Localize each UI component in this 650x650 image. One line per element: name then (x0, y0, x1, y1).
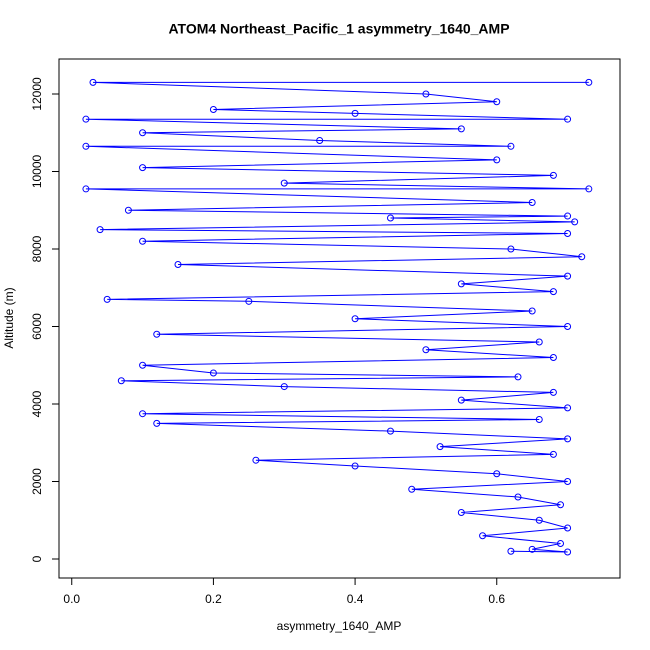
y-tick-label: 0 (30, 555, 44, 562)
data-point (209, 105, 217, 113)
data-point (82, 142, 90, 150)
data-point (117, 377, 125, 385)
data-point (493, 156, 501, 164)
y-tick-label: 8000 (30, 235, 44, 262)
data-point (564, 229, 572, 237)
data-point (89, 78, 97, 86)
data-point (457, 509, 465, 517)
data-point (139, 129, 147, 137)
data-point (351, 109, 359, 117)
data-point (507, 547, 515, 555)
y-tick-label: 12000 (30, 77, 44, 111)
data-point (96, 226, 104, 234)
data-point (493, 98, 501, 106)
data-point (557, 540, 564, 548)
data-point (139, 237, 147, 245)
data-point (578, 253, 586, 261)
data-point (528, 307, 536, 315)
data-point (351, 315, 359, 323)
data-point (535, 338, 543, 346)
y-tick-label: 2000 (30, 468, 44, 495)
data-point (514, 373, 522, 381)
data-point (457, 396, 465, 404)
data-point (408, 485, 416, 493)
data-point (549, 288, 557, 296)
data-point (280, 383, 288, 391)
data-point (103, 295, 111, 303)
data-line (85, 81, 589, 553)
data-point (564, 404, 572, 412)
data-point (585, 185, 593, 193)
data-point (507, 245, 515, 253)
data-point (139, 164, 147, 172)
data-point (549, 450, 557, 458)
chart-title: ATOM4 Northeast_Pacific_1 asymmetry_1640… (168, 21, 509, 37)
data-point (82, 115, 90, 123)
data-point (564, 524, 572, 532)
data-point (457, 280, 465, 288)
data-point (493, 470, 501, 478)
data-point (174, 260, 182, 268)
x-axis-title: asymmetry_1640_AMP (277, 619, 402, 633)
data-point (422, 346, 430, 354)
data-point (124, 206, 132, 214)
data-point (387, 214, 394, 222)
data-point (564, 435, 572, 443)
x-tick-label: 0.2 (205, 592, 222, 606)
data-point (549, 171, 557, 179)
data-point (585, 78, 593, 86)
data-point (209, 369, 217, 377)
data-point (557, 501, 564, 509)
data-point (139, 361, 147, 369)
data-point (549, 388, 557, 396)
data-point (316, 136, 324, 144)
data-point (564, 323, 572, 331)
data-point (564, 272, 572, 280)
data-point (245, 297, 253, 305)
x-tick-label: 0.6 (488, 592, 505, 606)
data-point (351, 462, 359, 470)
data-point (571, 218, 579, 226)
data-point (564, 115, 572, 123)
plot-frame (58, 58, 621, 579)
data-point (153, 419, 161, 427)
y-tick-label: 4000 (30, 390, 44, 417)
data-point (507, 142, 515, 150)
data-point (564, 478, 572, 486)
data-point (514, 493, 522, 501)
data-point (387, 427, 394, 435)
data-point (564, 212, 572, 220)
x-tick-label: 0.0 (63, 592, 80, 606)
data-point (535, 516, 543, 524)
data-point (252, 456, 260, 464)
data-point (549, 354, 557, 362)
data-point (422, 90, 430, 98)
data-point (528, 198, 536, 206)
y-tick-label: 10000 (30, 154, 44, 188)
data-point (479, 532, 487, 540)
data-point (564, 548, 572, 556)
data-point (535, 416, 543, 424)
data-point (436, 443, 444, 451)
data-point (528, 545, 536, 553)
data-point (457, 125, 465, 133)
data-point (153, 330, 161, 338)
y-axis-title: Altitude (m) (2, 287, 16, 348)
y-tick-label: 6000 (30, 313, 44, 340)
x-tick-label: 0.4 (347, 592, 364, 606)
data-point (82, 185, 90, 193)
data-point (280, 179, 288, 187)
data-point (139, 410, 147, 418)
